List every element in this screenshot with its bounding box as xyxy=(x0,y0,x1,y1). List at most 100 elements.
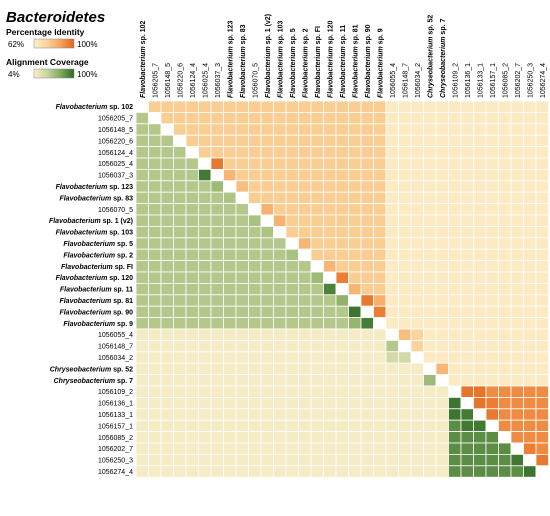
coverage-cell xyxy=(335,305,349,319)
coverage-cell xyxy=(198,362,212,376)
coverage-cell xyxy=(310,431,324,444)
identity-cell xyxy=(435,168,449,182)
label-species: sp. 52 xyxy=(113,366,133,373)
heatmap-diagonal-cell xyxy=(535,465,549,478)
identity-cell xyxy=(448,134,462,147)
identity-cell xyxy=(473,294,487,307)
coverage-cell xyxy=(323,362,337,376)
identity-cell xyxy=(460,305,474,319)
identity-cell xyxy=(535,157,549,170)
identity-cell xyxy=(535,374,549,387)
identity-cell xyxy=(410,237,424,250)
column-label: Flavobacterium sp. 2 xyxy=(302,28,309,98)
identity-cell xyxy=(260,112,274,125)
identity-cell xyxy=(498,271,512,284)
identity-cell xyxy=(198,112,212,125)
identity-cell xyxy=(460,134,474,147)
label-genus: Flavobacterium xyxy=(265,44,272,98)
identity-cell xyxy=(223,100,237,113)
identity-cell xyxy=(285,146,299,159)
coverage-cell xyxy=(173,339,187,353)
coverage-cell xyxy=(248,294,262,307)
coverage-cell xyxy=(135,123,149,136)
identity-cell xyxy=(310,168,324,182)
row-label: Flavobacterium sp. 103 xyxy=(56,230,134,237)
coverage-cell xyxy=(385,362,399,376)
coverage-cell xyxy=(448,419,462,433)
coverage-cell xyxy=(260,328,274,341)
coverage-cell xyxy=(248,465,262,478)
identity-cell xyxy=(360,203,374,216)
identity-cell xyxy=(373,180,387,193)
identity-cell xyxy=(485,396,499,410)
coverage-cell xyxy=(273,431,287,444)
coverage-cell xyxy=(223,351,237,364)
identity-cell xyxy=(235,112,249,125)
coverage-cell xyxy=(273,317,287,330)
identity-cell xyxy=(485,157,499,170)
coverage-cell xyxy=(360,419,374,433)
coverage-cell xyxy=(410,453,424,467)
legend-colorbar-1 xyxy=(33,38,75,49)
coverage-cell xyxy=(173,442,187,455)
coverage-cell xyxy=(298,362,312,376)
identity-cell xyxy=(435,180,449,193)
identity-cell xyxy=(373,112,387,125)
identity-cell xyxy=(460,191,474,204)
identity-cell xyxy=(485,100,499,113)
coverage-cell xyxy=(248,214,262,227)
identity-cell xyxy=(410,305,424,319)
label-genus: Flavobacterium xyxy=(240,44,247,98)
identity-cell xyxy=(498,191,512,204)
coverage-cell xyxy=(398,442,412,455)
column-label: Flavobacterium sp. 9 xyxy=(377,28,384,98)
identity-cell xyxy=(423,328,437,341)
coverage-cell xyxy=(298,396,312,410)
identity-cell xyxy=(523,123,537,136)
heatmap-diagonal-cell xyxy=(398,339,412,353)
coverage-cell xyxy=(210,180,224,193)
coverage-cell xyxy=(148,442,162,455)
identity-cell xyxy=(510,396,524,410)
identity-cell xyxy=(298,123,312,136)
coverage-cell xyxy=(173,408,187,421)
label-species: sp. 103 xyxy=(109,230,133,237)
identity-cell xyxy=(223,112,237,125)
coverage-cell xyxy=(198,271,212,284)
identity-cell xyxy=(498,305,512,319)
identity-cell xyxy=(410,214,424,227)
coverage-cell xyxy=(298,465,312,478)
coverage-cell xyxy=(323,396,337,410)
identity-cell xyxy=(435,123,449,136)
identity-cell xyxy=(485,168,499,182)
identity-cell xyxy=(510,374,524,387)
identity-cell xyxy=(460,248,474,261)
label-species: sp. 52 xyxy=(427,15,434,35)
coverage-cell xyxy=(223,339,237,353)
identity-cell xyxy=(485,385,499,398)
identity-cell xyxy=(498,294,512,307)
identity-cell xyxy=(260,146,274,159)
label-genus: Flavobacterium xyxy=(227,44,234,98)
identity-cell xyxy=(335,123,349,136)
row-label: 1056205_7 xyxy=(98,116,133,123)
coverage-cell xyxy=(273,351,287,364)
column-label: Flavobacterium sp. 120 xyxy=(327,20,334,98)
identity-cell xyxy=(435,328,449,341)
identity-cell xyxy=(335,168,349,182)
column-label: 1056202_7 xyxy=(515,63,522,98)
coverage-cell xyxy=(135,271,149,284)
identity-cell xyxy=(335,191,349,204)
identity-cell xyxy=(435,362,449,376)
coverage-cell xyxy=(298,419,312,433)
identity-cell xyxy=(398,157,412,170)
identity-cell xyxy=(523,408,537,421)
identity-cell xyxy=(498,203,512,216)
row-label: Chryseobacterium sp. 52 xyxy=(50,366,133,373)
legend-max-label-1: 100% xyxy=(77,40,97,49)
identity-cell xyxy=(535,328,549,341)
identity-cell xyxy=(523,146,537,159)
label-species: sp. 11 xyxy=(340,25,347,45)
label-species: sp. 11 xyxy=(114,287,134,294)
identity-cell xyxy=(498,396,512,410)
